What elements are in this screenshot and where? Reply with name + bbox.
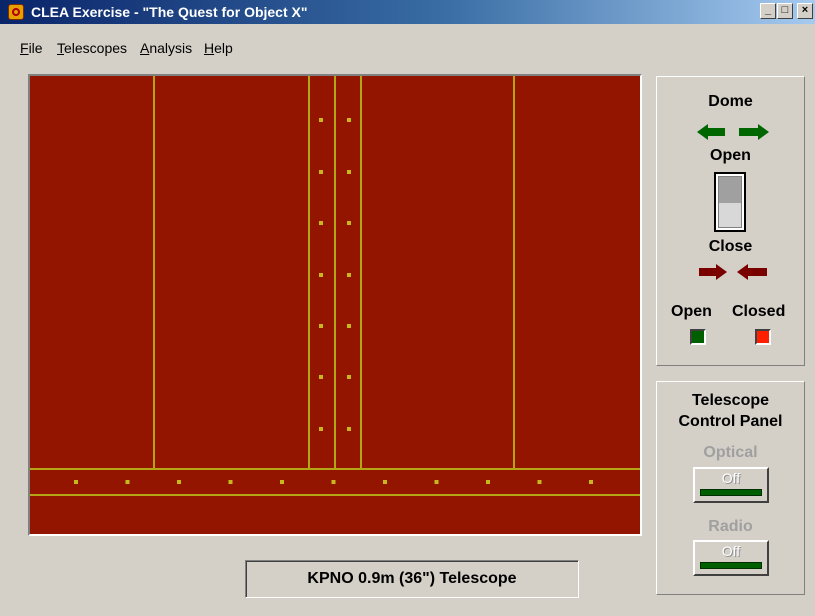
rivet: [589, 480, 593, 484]
close-arrows: [697, 263, 769, 286]
dome-toggle-switch[interactable]: [714, 172, 746, 232]
rivet: [319, 221, 323, 225]
rivet: [383, 480, 387, 484]
rivet: [537, 480, 542, 484]
control-panel-title-1: Telescope: [691, 392, 770, 409]
clea-app-icon[interactable]: [8, 4, 24, 20]
dome-close-label: Close: [708, 238, 753, 255]
rivet: [228, 480, 233, 484]
rivet: [319, 170, 323, 174]
optical-label: Optical: [703, 444, 758, 461]
radio-label: Radio: [708, 518, 753, 535]
close-button[interactable]: ×: [797, 3, 813, 19]
menu-file[interactable]: File: [20, 40, 43, 56]
dome-closed-indicator: [755, 329, 771, 345]
rivet: [319, 375, 323, 379]
rivet: [347, 170, 351, 174]
rivet: [125, 480, 130, 484]
rivet: [347, 375, 351, 379]
open-arrows: [697, 123, 769, 146]
rivet: [434, 480, 439, 484]
arrow-right-icon: [699, 264, 727, 280]
rivet: [347, 324, 351, 328]
rivet: [177, 480, 181, 484]
rivet: [347, 221, 351, 225]
radio-state-text: Off: [721, 543, 741, 559]
minimize-button[interactable]: _: [760, 3, 776, 19]
dome-doors-graphic: [30, 76, 640, 496]
dome-open-label: Open: [710, 147, 751, 164]
rivet: [319, 324, 323, 328]
indicator-closed-label: Closed: [732, 303, 786, 320]
arrow-left-icon: [697, 124, 725, 140]
rivet: [331, 480, 336, 484]
rivet: [319, 273, 323, 277]
telescope-control-panel: Telescope Control Panel Optical Off Radi…: [656, 381, 805, 595]
control-panel-title-2: Control Panel: [678, 413, 783, 430]
indicator-open-label: Open: [671, 303, 712, 320]
maximize-button[interactable]: □: [777, 3, 793, 19]
rivet: [319, 118, 323, 122]
rivet: [319, 427, 323, 431]
menu-telescopes[interactable]: Telescopes: [57, 40, 128, 56]
optical-led-bar: [700, 489, 762, 496]
radio-led-bar: [700, 562, 762, 569]
rivet: [347, 118, 351, 122]
arrow-left-icon: [737, 264, 767, 280]
menu-analysis[interactable]: Analysis: [140, 40, 193, 56]
telescope-name-display: KPNO 0.9m (36") Telescope: [245, 560, 579, 598]
rivet: [347, 427, 351, 431]
optical-toggle-button[interactable]: Off: [693, 467, 769, 503]
rivet: [280, 480, 284, 484]
dome-open-indicator: [690, 329, 706, 345]
arrow-right-icon: [739, 124, 769, 140]
optical-state-text: Off: [721, 470, 741, 486]
rivet: [486, 480, 490, 484]
rivet: [74, 480, 78, 484]
menu-help[interactable]: Help: [204, 40, 233, 56]
toggle-knob[interactable]: [719, 177, 741, 203]
dome-title: Dome: [708, 93, 753, 110]
rivet: [347, 273, 351, 277]
window-title: CLEA Exercise - "The Quest for Object X": [31, 4, 308, 20]
dome-control-group: Dome Open Close Open Closed: [656, 76, 805, 366]
radio-toggle-button[interactable]: Off: [693, 540, 769, 576]
title-bar: CLEA Exercise - "The Quest for Object X"…: [0, 0, 815, 24]
dome-view: [28, 74, 642, 536]
